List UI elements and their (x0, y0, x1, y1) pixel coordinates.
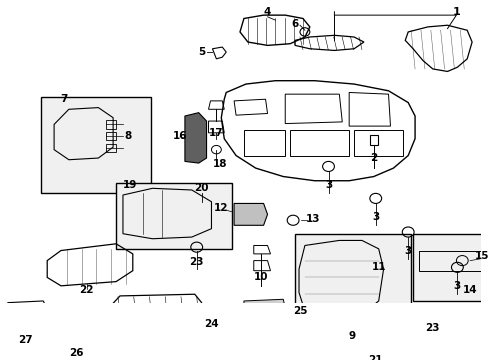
Text: 16: 16 (172, 131, 187, 141)
Text: 3: 3 (453, 281, 460, 291)
Text: 25: 25 (292, 306, 306, 316)
Text: 4: 4 (264, 7, 271, 17)
Text: 22: 22 (79, 285, 94, 295)
Text: 23: 23 (425, 323, 439, 333)
Text: 1: 1 (451, 7, 459, 17)
Bar (79, 334, 92, 345)
Text: 11: 11 (371, 262, 385, 272)
FancyBboxPatch shape (116, 183, 232, 249)
Text: 19: 19 (122, 180, 137, 190)
Bar (106, 132, 116, 140)
Polygon shape (244, 319, 285, 336)
Text: 3: 3 (324, 180, 331, 190)
Text: 17: 17 (209, 128, 223, 138)
Text: 23: 23 (189, 257, 203, 267)
Text: 3: 3 (371, 212, 379, 222)
Text: 26: 26 (69, 348, 84, 358)
Polygon shape (184, 113, 206, 163)
Text: 27: 27 (18, 336, 33, 346)
Text: 2: 2 (369, 153, 377, 163)
Text: 8: 8 (124, 131, 131, 141)
Text: 3: 3 (404, 246, 411, 256)
Text: 5: 5 (198, 47, 205, 57)
Polygon shape (234, 203, 267, 225)
FancyBboxPatch shape (412, 234, 488, 301)
FancyBboxPatch shape (41, 97, 151, 193)
Bar (106, 120, 116, 129)
Bar (106, 144, 116, 152)
Text: 13: 13 (305, 213, 319, 224)
Text: 14: 14 (462, 285, 476, 295)
Text: 21: 21 (368, 355, 382, 360)
Text: 18: 18 (213, 159, 227, 169)
Text: 7: 7 (60, 94, 67, 104)
Bar (55, 334, 69, 345)
Text: 9: 9 (348, 331, 355, 341)
Text: 15: 15 (474, 251, 488, 261)
Text: 20: 20 (194, 183, 208, 193)
Polygon shape (244, 299, 285, 316)
Text: 12: 12 (214, 203, 228, 213)
Text: 6: 6 (291, 18, 298, 28)
Text: 24: 24 (204, 319, 218, 329)
FancyBboxPatch shape (294, 234, 410, 333)
Text: 10: 10 (253, 273, 267, 282)
